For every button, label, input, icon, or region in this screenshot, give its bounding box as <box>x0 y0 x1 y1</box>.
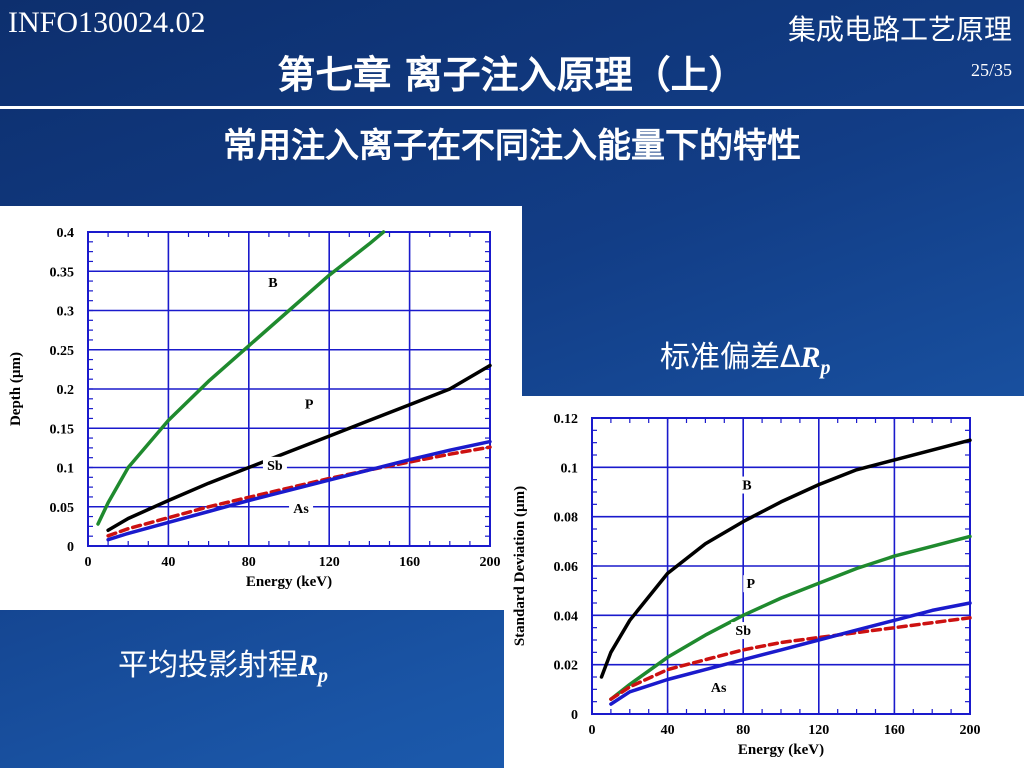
x-tick-label: 160 <box>399 555 420 570</box>
x-tick-label: 80 <box>242 555 256 570</box>
y-tick-label: 0.35 <box>50 265 75 280</box>
std-dev-caption-text: 标准偏差Δ <box>660 340 801 375</box>
y-tick-label: 0 <box>571 708 578 723</box>
x-tick-label: 0 <box>85 555 92 570</box>
series-label-as: As <box>711 681 727 696</box>
series-label-sb: Sb <box>735 624 751 639</box>
proj-range-caption-sub: p <box>318 665 329 687</box>
y-axis-label: Depth (µm) <box>8 352 24 426</box>
series-label-p: P <box>305 398 314 413</box>
series-line-as <box>609 601 972 706</box>
x-axis-label: Energy (keV) <box>246 574 332 590</box>
chapter-title: 第七章 离子注入原理（上） <box>277 53 747 97</box>
depth-chart-panel: 0 40 80 120 160 200 0 0.05 0.1 0.15 0.2 0.25 0.3 0.35… <box>0 206 522 610</box>
y-tick-label: 0.4 <box>57 226 75 241</box>
series-line-b <box>96 230 386 526</box>
series-label-bg <box>289 500 314 518</box>
y-tick-label: 0.04 <box>554 609 579 624</box>
series-label-b: B <box>268 276 277 291</box>
series-label-bg <box>301 395 317 413</box>
x-tick-label: 0 <box>589 723 596 738</box>
std-dev-caption-var: R <box>800 341 821 374</box>
y-tick-label: 0.12 <box>554 412 579 427</box>
series-line-b <box>599 438 972 679</box>
series-label-bg <box>739 476 755 494</box>
y-tick-label: 0.06 <box>554 560 579 575</box>
proj-range-caption-text: 平均投影射程 <box>118 648 298 683</box>
y-tick-label: 0.1 <box>561 461 579 476</box>
series-label-p: P <box>746 577 755 592</box>
y-tick-label: 0.15 <box>50 422 75 437</box>
x-tick-label: 200 <box>480 555 501 570</box>
x-tick-label: 80 <box>736 723 750 738</box>
series-label-sb: Sb <box>267 459 283 474</box>
std-dev-chart: 0 40 80 120 160 200 0 0.02 0.04 0.06 0.08 0.1 0.12 En… <box>512 412 981 758</box>
course-name: 集成电路工艺原理 <box>787 13 1012 46</box>
series-label-bg <box>731 622 756 640</box>
series-line-sb <box>106 445 492 538</box>
series-label-b: B <box>742 479 751 494</box>
y-axis-label: Standard Deviation (µm) <box>512 486 528 646</box>
proj-range-caption-var: R <box>298 649 319 682</box>
y-tick-label: 0.3 <box>57 305 75 320</box>
series-label-bg <box>706 678 731 696</box>
course-code: INFO130024.02 <box>8 6 206 39</box>
std-dev-caption-sub: p <box>820 357 831 379</box>
slide-title: 常用注入离子在不同注入能量下的特性 <box>223 126 801 166</box>
x-tick-label: 120 <box>808 723 829 738</box>
y-tick-label: 0 <box>67 540 74 555</box>
proj-range-caption: 平均投影射程Rp <box>118 640 328 688</box>
x-tick-label: 40 <box>661 723 675 738</box>
y-tick-label: 0.2 <box>57 383 75 398</box>
header-divider <box>0 106 1024 109</box>
y-tick-label: 0.05 <box>50 501 75 516</box>
series-line-as <box>106 439 492 542</box>
x-tick-label: 200 <box>960 723 981 738</box>
page-number: 25/35 <box>970 60 1012 80</box>
x-tick-label: 40 <box>161 555 175 570</box>
series-label-bg <box>262 456 287 474</box>
x-tick-label: 120 <box>319 555 340 570</box>
x-axis-label: Energy (keV) <box>738 742 824 758</box>
y-tick-label: 0.08 <box>554 511 579 526</box>
series-line-p <box>609 534 972 701</box>
y-tick-label: 0.1 <box>57 462 75 477</box>
series-line-sb <box>609 616 972 701</box>
x-tick-label: 160 <box>884 723 905 738</box>
depth-chart: 0 40 80 120 160 200 0 0.05 0.1 0.15 0.2 0.25 0.3 0.35… <box>8 226 501 590</box>
series-label-as: As <box>293 502 309 517</box>
y-tick-label: 0.25 <box>50 344 75 359</box>
y-tick-label: 0.02 <box>554 659 579 674</box>
std-dev-caption: 标准偏差ΔRp <box>660 332 831 380</box>
series-line-p <box>106 363 492 533</box>
series-label-bg <box>743 575 759 593</box>
series-label-bg <box>265 273 281 291</box>
std-dev-chart-panel: 0 40 80 120 160 200 0 0.02 0.04 0.06 0.08 0.1 0.12 En… <box>504 396 1024 768</box>
